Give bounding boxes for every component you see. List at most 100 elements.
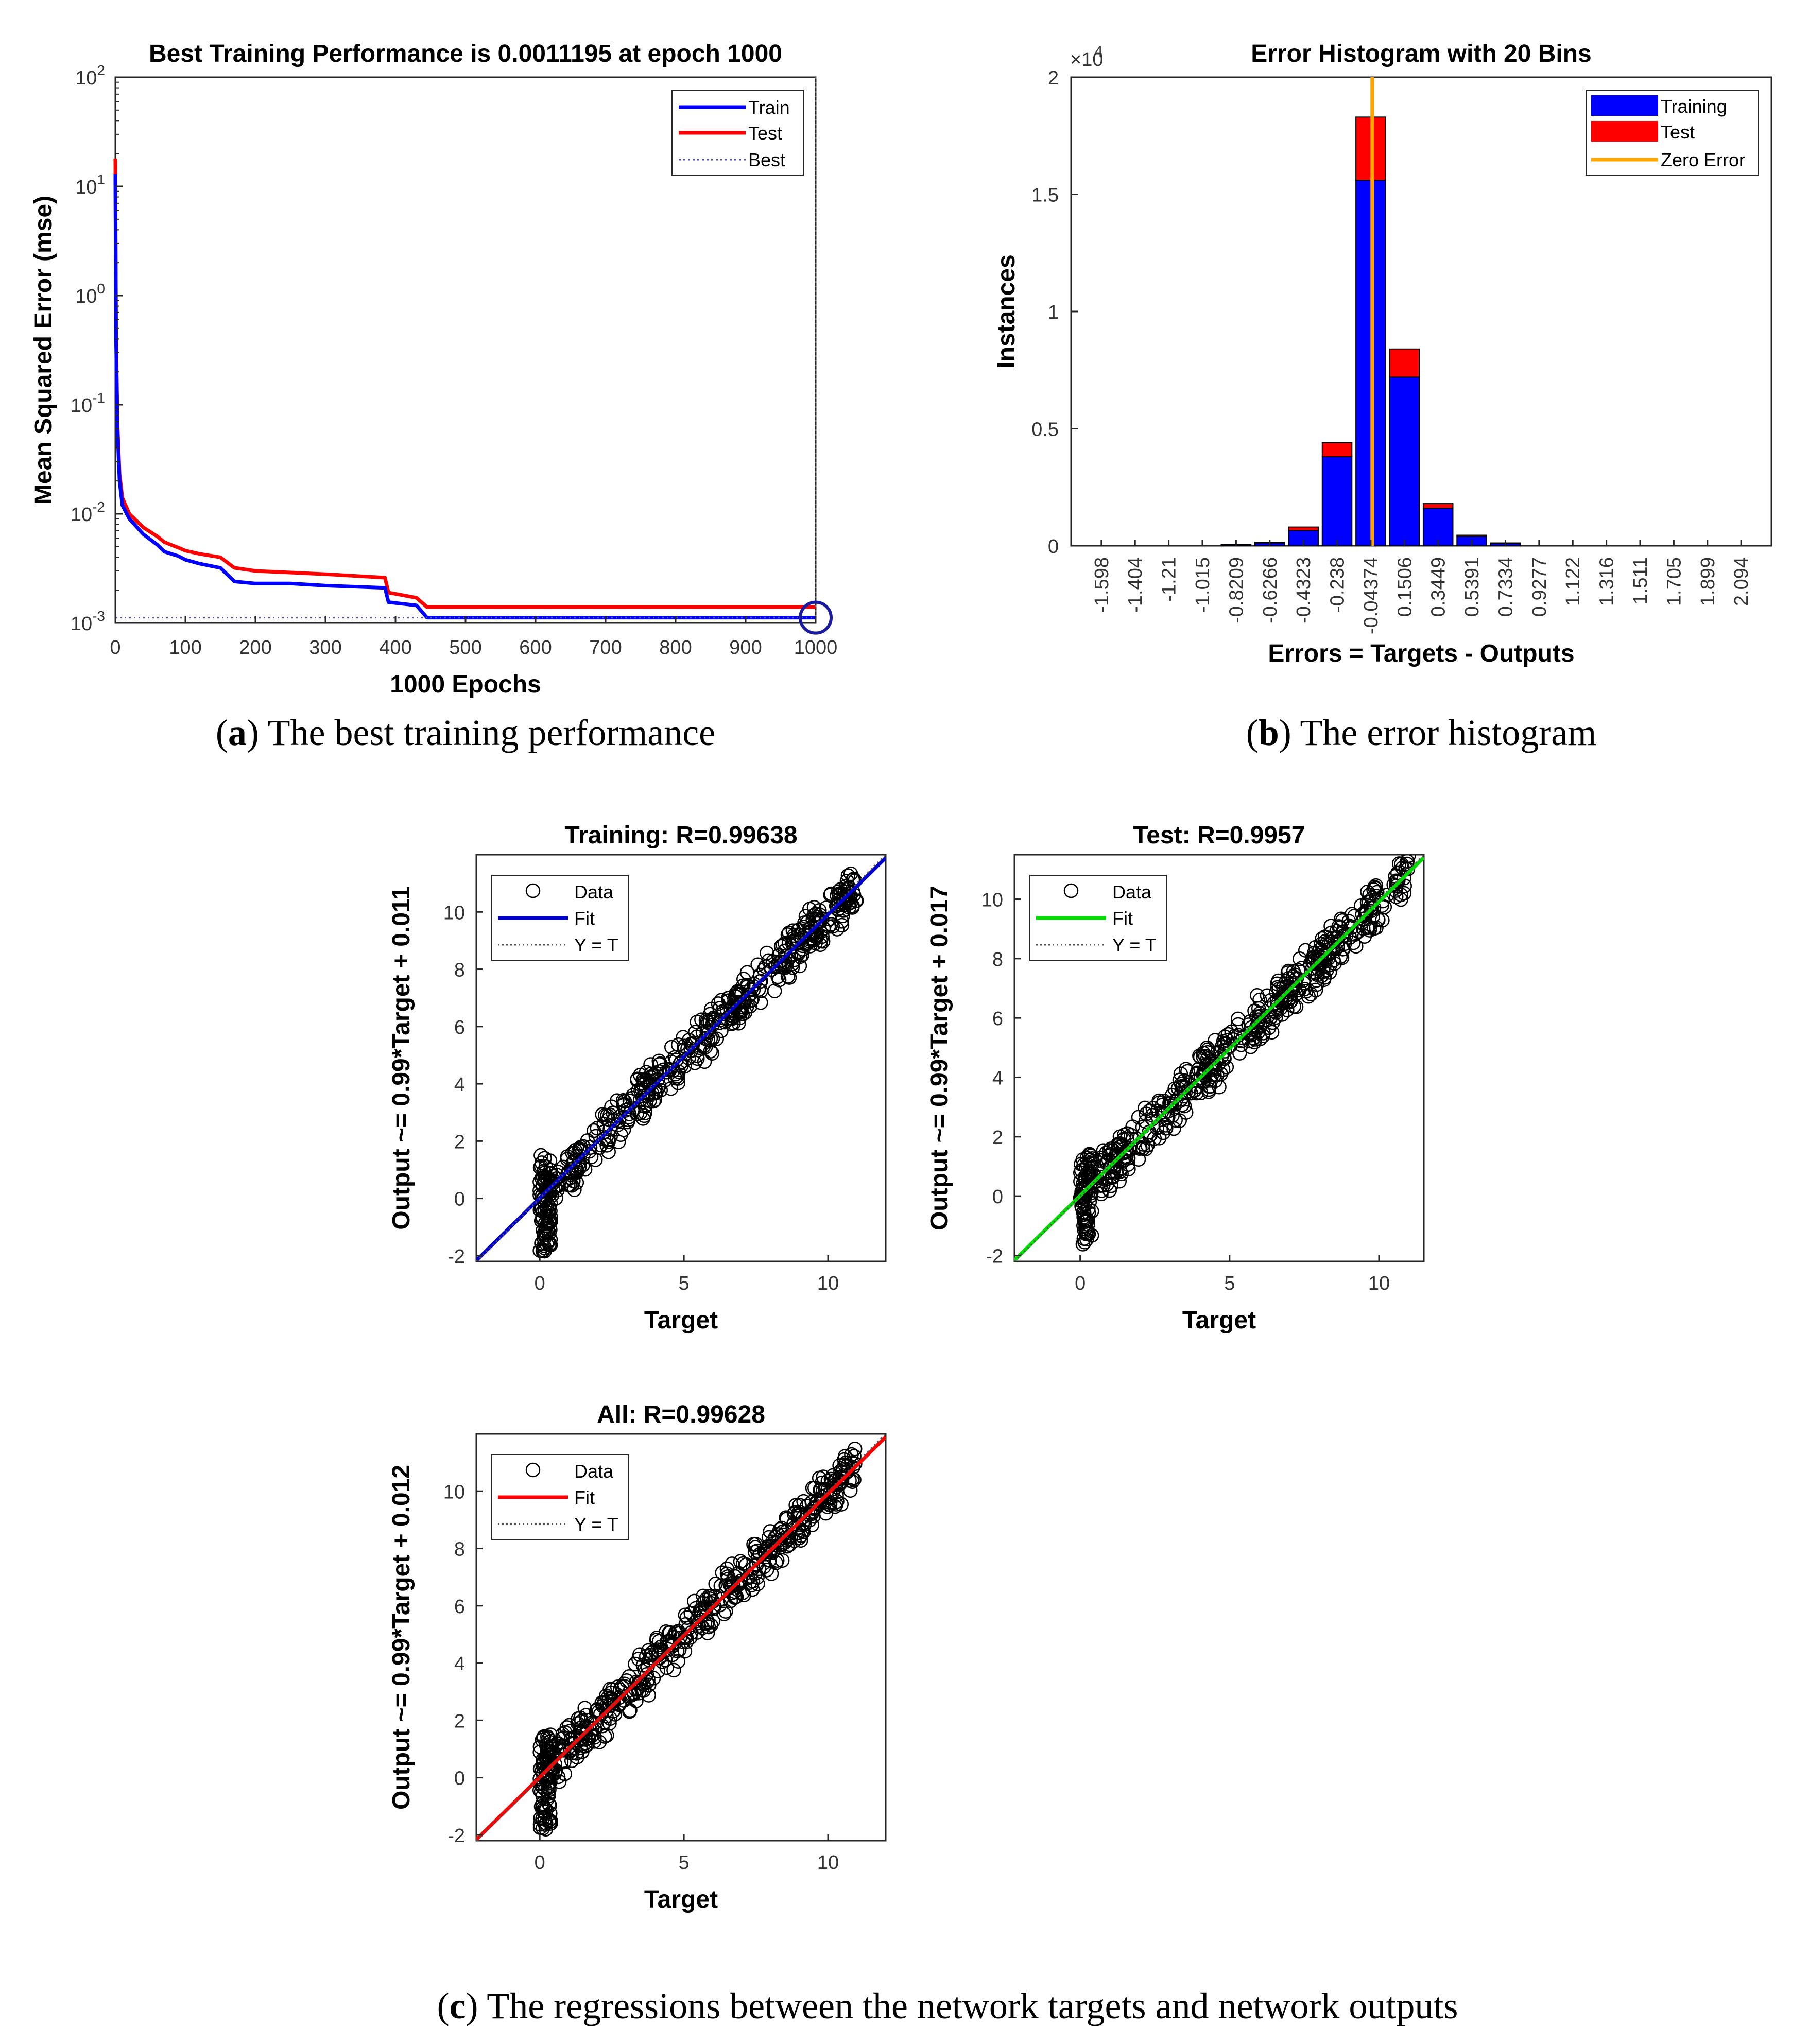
- bar-test: [1389, 348, 1420, 378]
- data-point: [1142, 1103, 1157, 1118]
- data-point: [1361, 920, 1376, 935]
- data-point: [537, 1190, 552, 1205]
- data-point: [834, 914, 849, 929]
- data-point: [543, 1806, 558, 1821]
- data-point: [537, 1232, 552, 1246]
- y-tick-label: 100: [75, 281, 105, 307]
- data-point: [577, 1701, 592, 1716]
- data-point: [1286, 969, 1301, 984]
- data-point: [1273, 991, 1289, 1006]
- data-point: [1260, 988, 1275, 1003]
- data-point: [733, 1003, 748, 1018]
- caption-b-label: b: [1259, 712, 1279, 753]
- data-point: [777, 1530, 792, 1546]
- data-point: [830, 922, 845, 937]
- data-point: [700, 1616, 715, 1631]
- legend-data-marker: [525, 883, 541, 898]
- caption-a: (a) The best training performance: [216, 712, 715, 753]
- data-point: [543, 1816, 558, 1831]
- data-point: [1121, 1151, 1136, 1166]
- x-tick-label: 5: [679, 1273, 690, 1294]
- data-point: [758, 1547, 773, 1562]
- data-point: [736, 1587, 751, 1603]
- data-point: [1292, 951, 1307, 966]
- data-point: [1208, 1033, 1222, 1048]
- regression-test-chart: 0 5 10 -2 0 2 4 6 8 10 Test: R=0.9957 Target Output …: [926, 822, 1425, 1334]
- data-point: [834, 917, 850, 933]
- data-point: [1232, 1046, 1247, 1061]
- data-point: [1112, 1164, 1128, 1179]
- data-point: [1074, 1199, 1089, 1214]
- data-point: [1199, 1040, 1215, 1055]
- data-point: [629, 1693, 644, 1708]
- data-point: [1084, 1228, 1099, 1243]
- data-point: [840, 889, 855, 904]
- bar-test: [1456, 534, 1487, 537]
- data-point: [646, 1671, 661, 1686]
- data-point: [849, 893, 864, 908]
- data-point: [1121, 1162, 1136, 1177]
- data-point: [1366, 882, 1381, 897]
- data-point: [696, 1588, 711, 1604]
- bin-label: -0.04374: [1360, 557, 1382, 634]
- data-point: [813, 933, 829, 948]
- caption-a-text: The best training performance: [268, 712, 716, 753]
- data-point: [537, 1151, 552, 1166]
- data-point: [1132, 1140, 1148, 1155]
- data-point: [786, 1517, 801, 1532]
- data-point: [678, 1607, 693, 1622]
- legend-data-label: Data: [1112, 881, 1152, 903]
- legend-train-label: Train: [748, 97, 790, 118]
- data-point: [1102, 1148, 1117, 1163]
- data-point: [1368, 878, 1384, 893]
- data-point: [733, 1573, 749, 1589]
- y-tick-label: 101: [75, 171, 105, 198]
- data-point: [1270, 980, 1285, 995]
- regression-xlabel: Target: [1182, 1307, 1256, 1334]
- data-point: [677, 1038, 692, 1053]
- data-point: [687, 1055, 702, 1070]
- regression-legend: Data Fit Y = T: [1029, 875, 1167, 961]
- data-point: [1093, 1151, 1108, 1166]
- exponent-power: 4: [1094, 43, 1103, 60]
- legend-data-label: Data: [574, 1461, 614, 1482]
- data-point: [1329, 924, 1344, 939]
- data-point: [847, 1441, 863, 1457]
- data-point: [750, 1577, 765, 1591]
- data-point: [670, 1654, 686, 1669]
- y-tick-label: 10-2: [71, 499, 105, 526]
- data-point: [1316, 964, 1331, 979]
- bin-label: 0.1506: [1394, 557, 1416, 617]
- data-point: [583, 1149, 599, 1165]
- data-point: [1094, 1186, 1109, 1202]
- x-tick-label: 300: [309, 637, 341, 659]
- data-point: [788, 1498, 803, 1513]
- data-point: [1318, 946, 1333, 961]
- data-point: [769, 958, 784, 973]
- caption-a-label: a: [228, 712, 247, 753]
- data-point: [802, 924, 818, 940]
- data-point: [1076, 1175, 1091, 1191]
- x-tick-label: 100: [169, 637, 201, 659]
- data-point: [1175, 1097, 1190, 1112]
- regression-xlabel: Target: [644, 1886, 718, 1913]
- data-point: [1231, 1017, 1246, 1032]
- histogram-ylabel: Instances: [993, 254, 1020, 368]
- bin-label: 0.5391: [1461, 557, 1483, 617]
- data-point: [595, 1719, 610, 1734]
- data-point: [639, 1097, 654, 1113]
- data-point: [643, 1057, 658, 1072]
- data-point: [1234, 1033, 1249, 1049]
- bin-label: -1.404: [1125, 557, 1146, 613]
- legend-test-label: Test: [748, 123, 782, 144]
- data-point: [1397, 886, 1412, 901]
- data-point: [558, 1725, 573, 1740]
- y-tick-base: 10: [71, 395, 92, 417]
- data-point: [837, 1449, 853, 1464]
- data-point: [662, 1625, 678, 1640]
- data-point: [1250, 988, 1265, 1003]
- histogram-exponent: ×10 4: [1070, 43, 1103, 71]
- bin-label: 1.122: [1562, 557, 1584, 606]
- data-point: [735, 994, 750, 1009]
- data-point: [1088, 1174, 1103, 1189]
